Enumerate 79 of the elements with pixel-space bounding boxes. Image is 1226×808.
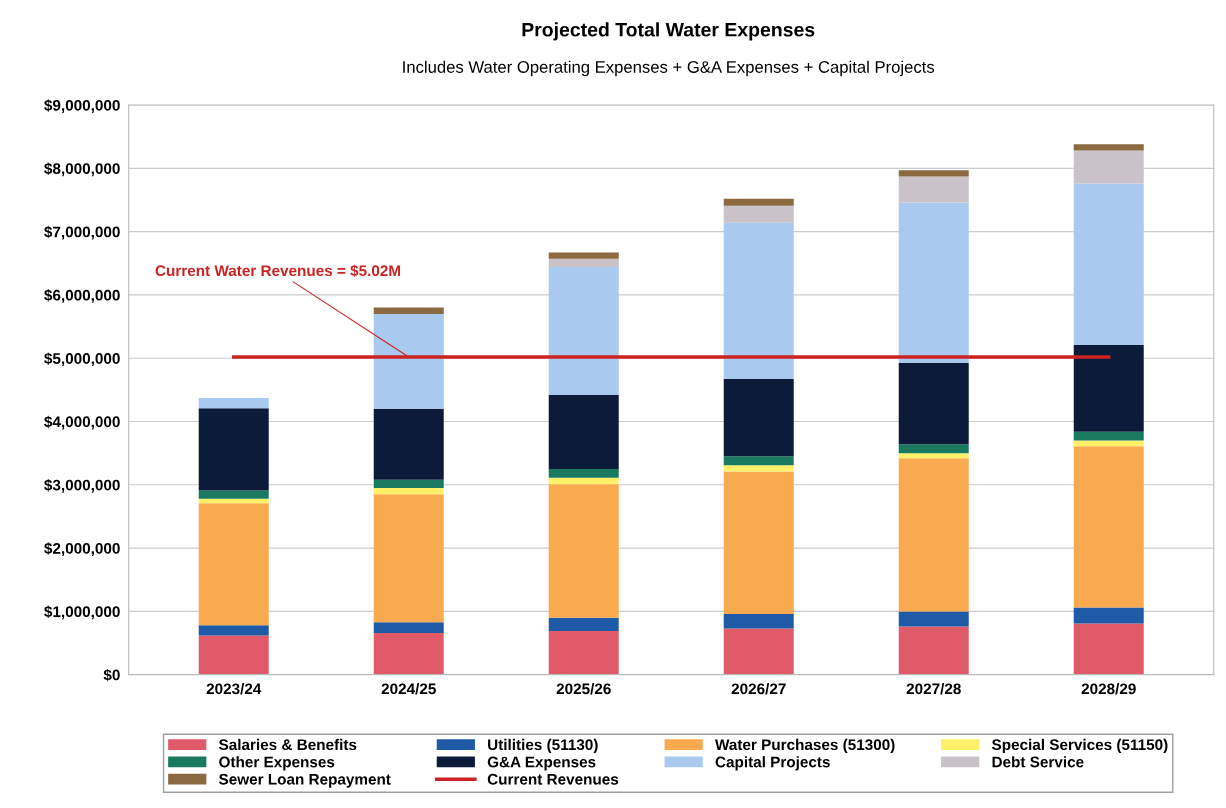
x-tick-label: 2028/29 (1081, 683, 1136, 695)
bar (1073, 144, 1144, 151)
legend-label: G&A Expenses (487, 756, 596, 771)
legend-label: Special Services (51150) (991, 738, 1168, 754)
bar (548, 484, 619, 618)
bar (548, 617, 619, 632)
bar (373, 622, 444, 633)
bar (198, 503, 269, 626)
bar (1073, 440, 1144, 447)
bar (723, 222, 794, 380)
bar (1073, 607, 1144, 624)
bar (898, 362, 969, 445)
chart-title: Projected Total Water Expenses (522, 22, 815, 41)
y-tick-label: $4,000,000 (44, 415, 120, 430)
x-tick-label: 2024/25 (381, 683, 436, 695)
bar (1073, 623, 1144, 675)
legend-label: Water Purchases (51300) (715, 738, 895, 754)
bar (548, 468, 619, 478)
bar (723, 471, 794, 614)
bar (373, 487, 444, 495)
y-tick-label: $6,000,000 (44, 289, 120, 303)
bar (898, 170, 969, 177)
bar (198, 625, 269, 636)
annotation: Current Water Revenues = $5.02M (155, 264, 401, 278)
bar (1073, 446, 1144, 608)
bar (198, 398, 269, 409)
legend-label: Sewer Loan Repayment (219, 773, 391, 788)
bar (1073, 183, 1144, 345)
bar (198, 498, 269, 504)
bar (373, 307, 444, 314)
bar (373, 494, 444, 623)
y-tick-label: $9,000,000 (44, 99, 120, 113)
legend-label: Current Revenues (487, 773, 619, 785)
x-tick-label: 2027/28 (906, 683, 961, 695)
bar (198, 490, 269, 499)
legend-label: Capital Projects (715, 756, 830, 771)
bar (898, 444, 969, 454)
bar (723, 198, 794, 206)
bar (548, 394, 619, 469)
bar (723, 628, 794, 675)
bar (898, 626, 969, 675)
bar (898, 176, 969, 203)
y-tick-label: $2,000,000 (44, 542, 120, 556)
bar (548, 631, 619, 675)
bar (548, 252, 619, 259)
bar (548, 477, 619, 485)
y-tick-label: $3,000,000 (44, 479, 120, 493)
bar (373, 408, 444, 480)
bar (723, 456, 794, 466)
bar (373, 313, 444, 409)
bar (723, 613, 794, 629)
legend-label: Salaries & Benefits (219, 738, 357, 751)
x-tick-label: 2023/24 (206, 683, 262, 695)
chart-subtitle: Includes Water Operating Expenses + G&A Expenses + Capital Projects (403, 60, 935, 77)
x-tick-label: 2026/27 (731, 683, 786, 695)
legend-label: Debt Service (992, 756, 1084, 768)
bar (723, 379, 794, 457)
y-tick-label: $0 (103, 668, 120, 682)
legend-label: Utilities (51130) (488, 738, 598, 754)
y-tick-label: $5,000,000 (44, 352, 120, 367)
bar (898, 611, 969, 627)
bar (198, 635, 269, 675)
bar (548, 267, 619, 395)
bar (898, 202, 969, 363)
bar (373, 479, 444, 488)
bar (723, 205, 794, 223)
x-tick-label: 2025/26 (556, 683, 611, 695)
bar (898, 453, 969, 459)
bar (373, 632, 444, 675)
y-tick-label: $8,000,000 (44, 162, 120, 177)
bar (548, 258, 619, 268)
y-tick-label: $7,000,000 (44, 225, 120, 240)
legend-label: Other Expenses (219, 756, 335, 771)
bar (898, 458, 969, 612)
bar (723, 465, 794, 472)
bar (1073, 431, 1144, 441)
y-tick-label: $1,000,000 (44, 605, 120, 620)
bar (198, 408, 269, 491)
bar (1073, 344, 1144, 432)
